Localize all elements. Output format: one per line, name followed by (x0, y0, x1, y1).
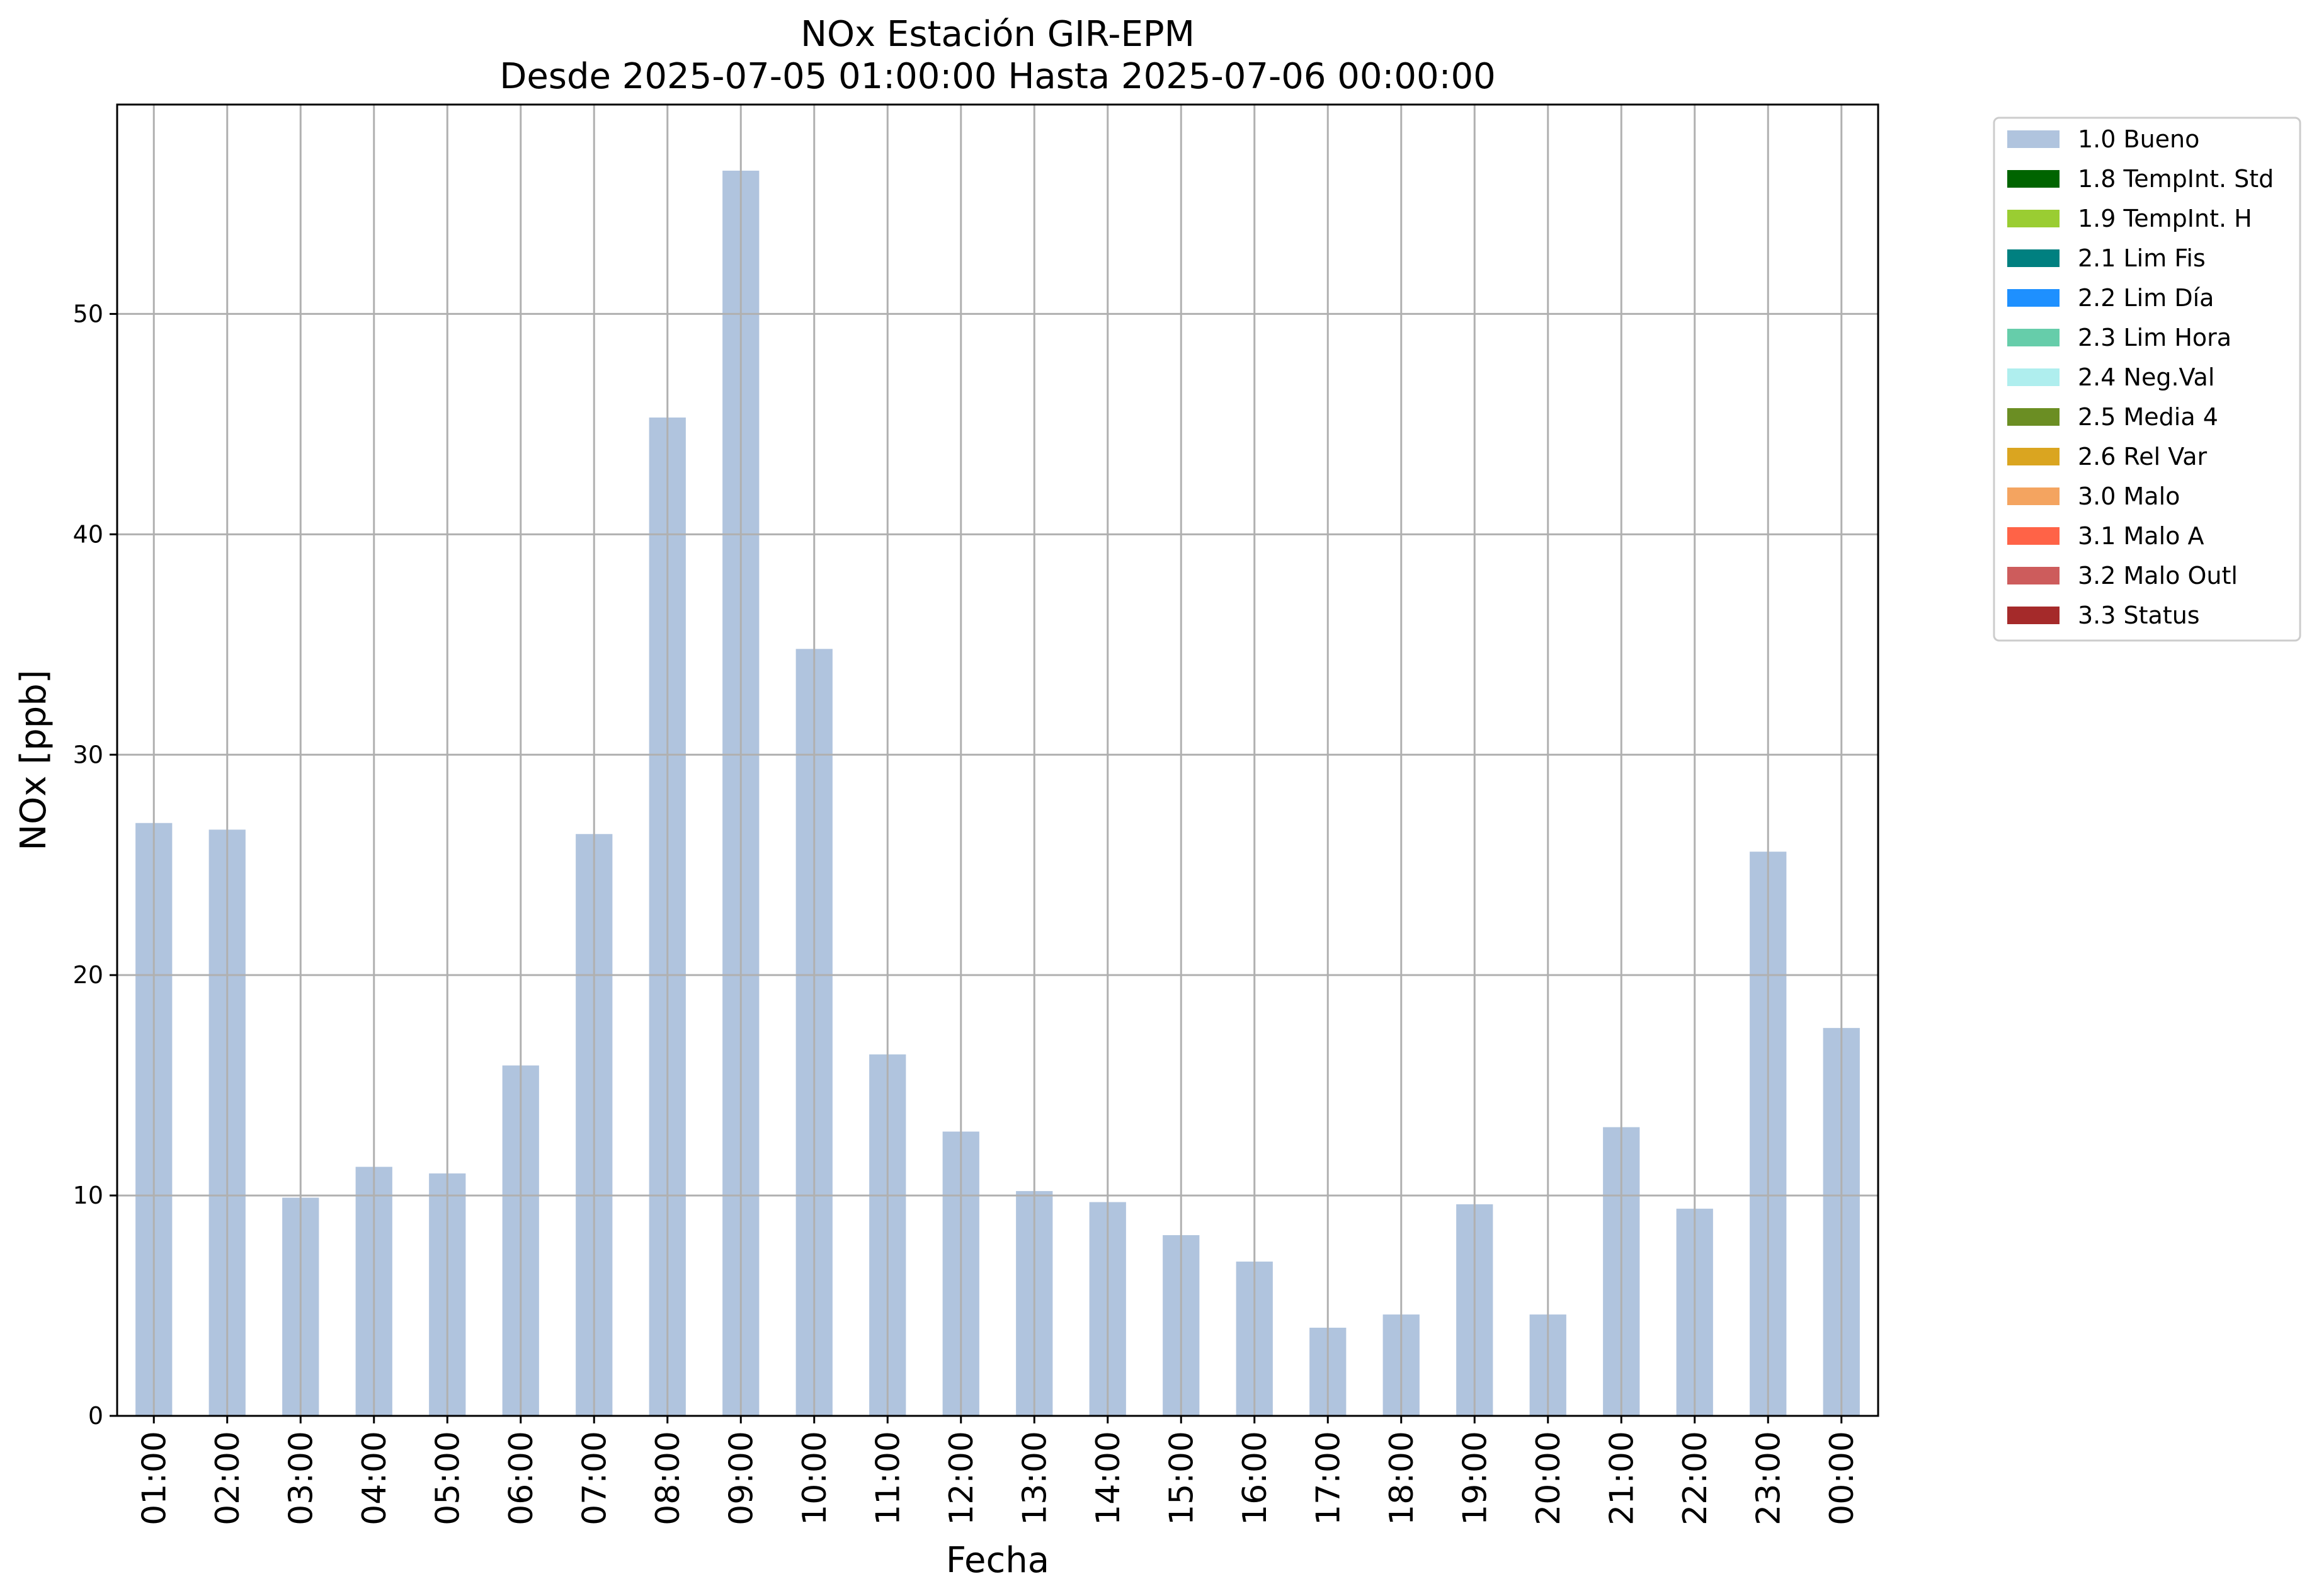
legend-swatch (2007, 289, 2060, 307)
y-tick-label: 0 (88, 1402, 103, 1430)
y-tick-label: 50 (73, 300, 103, 328)
x-tick-label: 14:00 (1090, 1431, 1127, 1525)
x-tick-label: 13:00 (1016, 1431, 1054, 1525)
x-tick-label: 09:00 (722, 1431, 760, 1525)
grid-layer (117, 105, 1878, 1417)
x-tick-label: 07:00 (576, 1431, 613, 1525)
legend-swatch (2007, 210, 2060, 227)
y-tick-label: 40 (73, 520, 103, 548)
x-tick-label: 08:00 (649, 1431, 687, 1525)
legend-frame (1993, 117, 2301, 642)
chart-title: NOx Estación GIR-EPM (801, 14, 1195, 55)
legend-label: 2.4 Neg.Val (2078, 363, 2214, 391)
legend-label: 2.5 Media 4 (2078, 403, 2218, 431)
legend-label: 1.9 TempInt. H (2078, 205, 2252, 232)
x-tick-label: 10:00 (796, 1431, 834, 1525)
legend-label: 3.2 Malo Outl (2078, 562, 2238, 590)
legend-swatch (2007, 329, 2060, 346)
legend-label: 2.6 Rel Var (2078, 443, 2208, 470)
x-tick-label: 04:00 (356, 1431, 394, 1525)
x-tick-label: 16:00 (1236, 1431, 1274, 1525)
y-tick-label: 30 (73, 741, 103, 768)
legend-swatch (2007, 368, 2060, 386)
legend-label: 2.3 Lim Hora (2078, 324, 2231, 351)
y-tick-label: 20 (73, 961, 103, 989)
legend-swatch (2007, 408, 2060, 426)
legend-swatch (2007, 170, 2060, 188)
legend: 1.0 Bueno 1.8 TempInt. Std 1.9 TempInt. H 2… (1993, 117, 2301, 642)
legend-label: 1.0 Bueno (2078, 125, 2199, 153)
x-tick-label: 20:00 (1530, 1431, 1568, 1525)
x-tick-label: 02:00 (209, 1431, 247, 1525)
legend-label: 3.0 Malo (2078, 482, 2180, 510)
y-axis-label: NOx [ppb] (13, 670, 54, 850)
legend-swatch (2007, 527, 2060, 545)
legend-label: 3.3 Status (2078, 601, 2200, 629)
legend-swatch (2007, 249, 2060, 267)
x-tick-label: 03:00 (282, 1431, 320, 1525)
legend-swatch (2007, 448, 2060, 465)
x-tick-label: 23:00 (1750, 1431, 1787, 1525)
x-tick-label: 05:00 (429, 1431, 467, 1525)
x-tick-label: 22:00 (1677, 1431, 1714, 1525)
legend-swatch (2007, 130, 2060, 148)
plot-area (117, 105, 1878, 1416)
legend-swatch (2007, 607, 2060, 624)
chart-subtitle: Desde 2025-07-05 01:00:00 Hasta 2025-07-… (499, 56, 1496, 97)
x-tick-label: 06:00 (503, 1431, 540, 1525)
x-axis-label: Fecha (946, 1540, 1049, 1581)
x-axis: 01:00 02:00 03:00 04:00 05:00 06:00 07:00 08:00… (135, 1416, 1861, 1525)
x-tick-label: 01:00 (135, 1431, 173, 1525)
x-tick-label: 19:00 (1456, 1431, 1494, 1525)
x-tick-label: 21:00 (1603, 1431, 1641, 1525)
y-tick-label: 10 (73, 1182, 103, 1209)
legend-swatch (2007, 487, 2060, 505)
x-tick-label: 15:00 (1163, 1431, 1200, 1525)
legend-label: 1.8 TempInt. Std (2078, 165, 2274, 193)
legend-label: 2.1 Lim Fis (2078, 244, 2206, 272)
legend-label: 2.2 Lim Día (2078, 284, 2214, 312)
x-tick-label: 18:00 (1383, 1431, 1421, 1525)
plot-frame (116, 103, 1879, 1417)
x-tick-label: 00:00 (1823, 1431, 1861, 1525)
x-tick-label: 12:00 (943, 1431, 981, 1525)
x-tick-label: 11:00 (869, 1431, 907, 1525)
legend-label: 3.1 Malo A (2078, 522, 2204, 550)
x-tick-label: 17:00 (1309, 1431, 1347, 1525)
y-axis: 0 10 20 30 40 50 (73, 300, 117, 1430)
legend-swatch (2007, 567, 2060, 584)
